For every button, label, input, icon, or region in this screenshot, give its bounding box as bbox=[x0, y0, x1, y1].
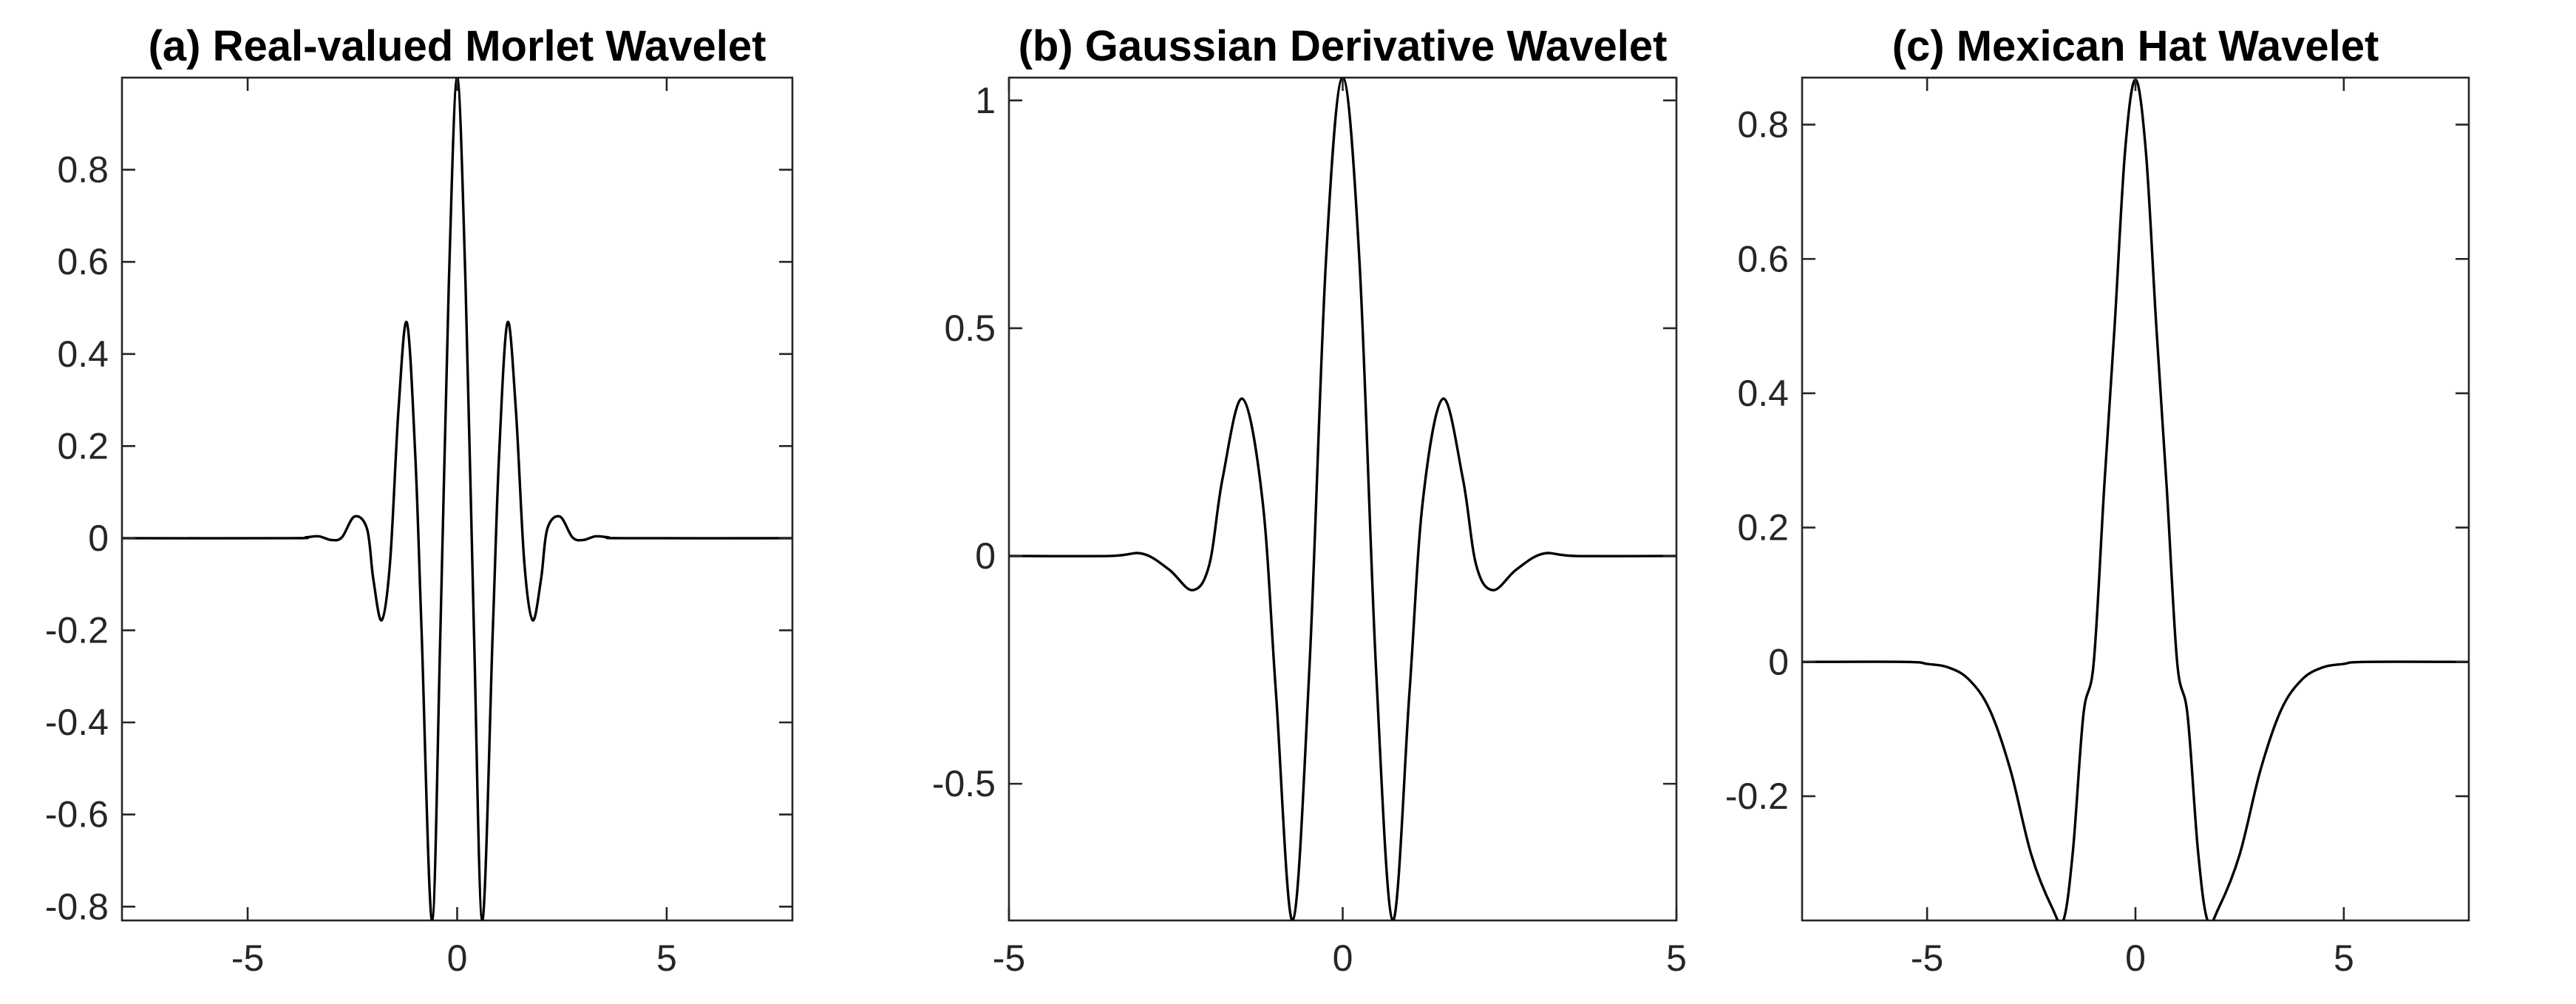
y-tick-label: -0.8 bbox=[45, 886, 109, 927]
y-tick-label: 0 bbox=[88, 518, 109, 559]
y-tick-label: 0.6 bbox=[1737, 238, 1789, 279]
x-tick-label: -5 bbox=[231, 937, 264, 979]
y-tick-label: -0.4 bbox=[45, 702, 109, 743]
x-tick-label: -5 bbox=[993, 937, 1025, 979]
x-tick-label: 5 bbox=[656, 937, 677, 979]
y-tick-label: 0.4 bbox=[57, 333, 109, 375]
panel-gaussian-derivative: -5 0 5 -0.5 0 0.5 1 (b) Gaussian Derivative Wav… bbox=[932, 22, 1687, 979]
mexican-hat-axes-box bbox=[1801, 76, 2470, 922]
gaussian-derivative-title: (b) Gaussian Derivative Wavelet bbox=[1019, 22, 1668, 70]
mexican-hat-title: (c) Mexican Hat Wavelet bbox=[1892, 22, 2379, 70]
y-tick-label: -0.5 bbox=[932, 763, 996, 804]
y-tick-label: -0.2 bbox=[1725, 776, 1789, 817]
gaussian-derivative-wavelet-curve bbox=[1009, 78, 1676, 920]
y-tick-label: -0.6 bbox=[45, 794, 109, 835]
y-tick-label: -0.2 bbox=[45, 610, 109, 651]
morlet-title: (a) Real-valued Morlet Wavelet bbox=[149, 22, 767, 70]
y-tick-label: 0.2 bbox=[57, 425, 109, 467]
x-tick-label: 0 bbox=[1333, 937, 1353, 979]
gaussian-derivative-axes-box bbox=[1007, 76, 1678, 922]
y-tick-label: 1 bbox=[975, 80, 996, 121]
y-tick-label: 0.6 bbox=[57, 241, 109, 282]
x-tick-label: -5 bbox=[1911, 937, 1943, 979]
morlet-axes-box bbox=[120, 76, 794, 922]
y-tick-label: 0 bbox=[975, 535, 996, 577]
y-tick-label: 0.5 bbox=[944, 308, 996, 349]
y-tick-label: 0.2 bbox=[1737, 507, 1789, 549]
y-tick-label: 0 bbox=[1768, 641, 1789, 682]
y-tick-label: 0.8 bbox=[1737, 104, 1789, 146]
panel-mexican-hat: -5 0 5 -0.2 0 0.2 0.4 0.6 0.8 (c) Mexican Hat Wav… bbox=[1725, 22, 2470, 979]
x-tick-label: 0 bbox=[447, 937, 468, 979]
x-tick-label: 0 bbox=[2125, 937, 2146, 979]
x-tick-label: 5 bbox=[1666, 937, 1687, 979]
y-tick-label: 0.8 bbox=[57, 149, 109, 191]
morlet-wavelet-curve bbox=[122, 78, 792, 920]
x-tick-label: 5 bbox=[2334, 937, 2354, 979]
panel-morlet: -5 0 5 -0.8 -0.6 -0.4 -0.2 0 0.2 0.4 0.6 0.8 (a) Rea… bbox=[45, 22, 794, 979]
y-tick-label: 0.4 bbox=[1737, 373, 1789, 414]
